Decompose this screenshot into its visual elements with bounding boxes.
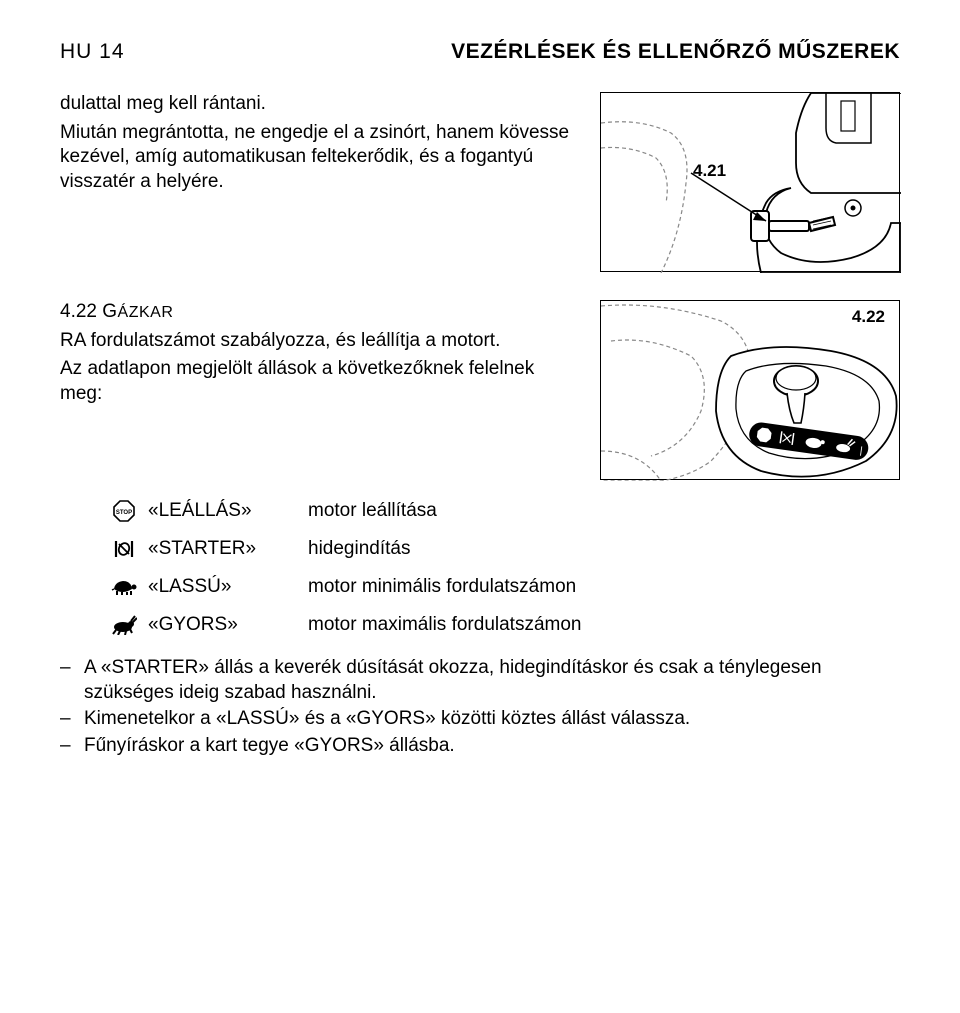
section-num: 4.22 <box>60 301 97 322</box>
intro-text: dulattal meg kell rántani. Miután megrán… <box>60 92 580 272</box>
footer-text-3: Fűnyíráskor a kart tegye «GYORS» állásba… <box>84 734 900 759</box>
footer-item-2: – Kimenetelkor a «LASSÚ» és a «GYORS» kö… <box>60 707 900 732</box>
row-gazkar: 4.22 GÁZKAR RA fordulatszámot szabályozz… <box>60 300 900 480</box>
dash-icon: – <box>60 656 84 705</box>
throttle-label-slow: «LASSÚ» <box>138 576 308 598</box>
rabbit-icon <box>110 615 138 635</box>
stop-icon: STOP <box>110 500 138 522</box>
throttle-desc-starter: hidegindítás <box>308 538 900 560</box>
page-title: VEZÉRLÉSEK ÉS ELLENŐRZŐ MŰSZEREK <box>451 40 900 64</box>
page-id: HU 14 <box>60 40 125 64</box>
figure-4-22-svg: | <box>601 301 901 481</box>
section-body1: RA fordulatszámot szabályozza, és leállí… <box>60 329 580 354</box>
turtle-icon <box>110 578 138 596</box>
footer-item-3: – Fűnyíráskor a kart tegye «GYORS» állás… <box>60 734 900 759</box>
figure-4-21-svg <box>601 93 901 273</box>
section-body2: Az adatlapon megjelölt állások a követke… <box>60 357 580 406</box>
throttle-desc-fast: motor maximális fordulatszámon <box>308 614 900 636</box>
throttle-table: STOP «LEÁLLÁS» motor leállítása «STARTER… <box>110 500 900 636</box>
figure-4-22: | 4.22 <box>600 300 900 480</box>
page-header: HU 14 VEZÉRLÉSEK ÉS ELLENŐRZŐ MŰSZEREK <box>60 40 900 64</box>
throttle-label-fast: «GYORS» <box>138 614 308 636</box>
section-name: GÁZKAR <box>102 301 173 322</box>
section-heading: 4.22 GÁZKAR <box>60 300 580 325</box>
footer-text-2: Kimenetelkor a «LASSÚ» és a «GYORS» közö… <box>84 707 900 732</box>
throttle-desc-slow: motor minimális fordulatszámon <box>308 576 900 598</box>
footer-list: – A «STARTER» állás a keverék dúsítását … <box>60 656 900 759</box>
throttle-row-fast: «GYORS» motor maximális fordulatszámon <box>110 614 900 636</box>
figure-4-21-label: 4.21 <box>693 161 726 181</box>
intro-line1: dulattal meg kell rántani. <box>60 92 580 117</box>
throttle-row-slow: «LASSÚ» motor minimális fordulatszámon <box>110 576 900 598</box>
figure-4-21: 4.21 <box>600 92 900 272</box>
choke-icon <box>110 539 138 559</box>
dash-icon: – <box>60 734 84 759</box>
figure-4-22-label: 4.22 <box>852 307 885 327</box>
throttle-desc-stop: motor leállítása <box>308 500 900 522</box>
dash-icon: – <box>60 707 84 732</box>
svg-text:STOP: STOP <box>116 510 132 516</box>
row-intro: dulattal meg kell rántani. Miután megrán… <box>60 92 900 272</box>
footer-text-1: A «STARTER» állás a keverék dúsítását ok… <box>84 656 900 705</box>
throttle-label-stop: «LEÁLLÁS» <box>138 500 308 522</box>
gazkar-text: 4.22 GÁZKAR RA fordulatszámot szabályozz… <box>60 300 580 411</box>
footer-item-1: – A «STARTER» állás a keverék dúsítását … <box>60 656 900 705</box>
throttle-row-stop: STOP «LEÁLLÁS» motor leállítása <box>110 500 900 522</box>
throttle-row-starter: «STARTER» hidegindítás <box>110 538 900 560</box>
throttle-label-starter: «STARTER» <box>138 538 308 560</box>
intro-line2: Miután megrántotta, ne engedje el a zsin… <box>60 121 580 195</box>
